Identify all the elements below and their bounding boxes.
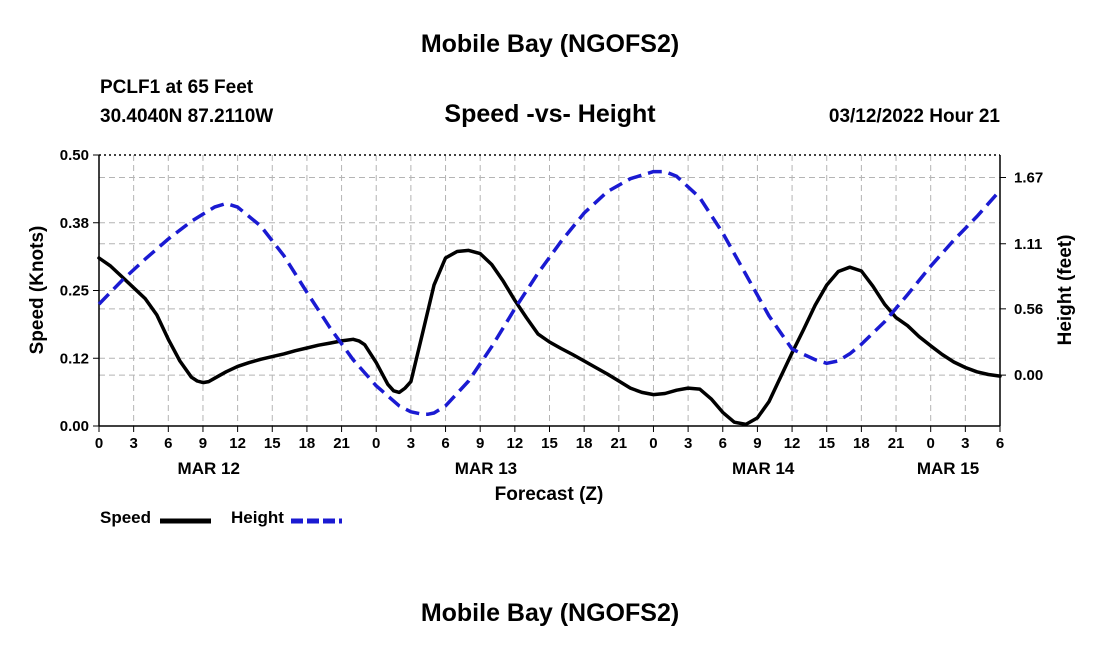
footer-title: Mobile Bay (NGOFS2)	[420, 599, 680, 627]
x-tick-label: 18	[299, 435, 316, 452]
x-tick-label: 0	[372, 435, 380, 452]
height-series-line	[97, 169, 1002, 416]
y-right-tick-label: 1.11	[1014, 236, 1042, 253]
x-day-label: MAR 14	[732, 459, 795, 478]
y-right-tick-label: 1.67	[1014, 169, 1043, 186]
y-right-tick-label: 0.00	[1014, 367, 1043, 384]
series	[97, 169, 1002, 427]
x-tick-label: 9	[753, 435, 761, 452]
x-tick-label: 6	[164, 435, 172, 452]
x-tick-label: 12	[229, 435, 246, 452]
x-day-label: MAR 12	[178, 459, 240, 478]
legend-height-label: Height	[231, 508, 284, 527]
grid	[99, 155, 1000, 426]
y-left-tick-label: 0.38	[60, 215, 89, 232]
chart-title: Mobile Bay (NGOFS2)	[420, 30, 680, 58]
x-tick-label: 12	[784, 435, 801, 452]
x-tick-label: 6	[719, 435, 727, 452]
y-right-tick-label: 0.56	[1014, 301, 1043, 318]
station-coordinates: 30.4040N 87.2110W	[100, 106, 274, 127]
x-tick-label: 12	[507, 435, 524, 452]
x-tick-label: 9	[476, 435, 484, 452]
speed-series-line	[97, 248, 1002, 427]
y-left-tick-label: 0.25	[60, 283, 89, 300]
y-axis-right-label: Height (feet)	[1055, 235, 1076, 346]
x-tick-label: 18	[576, 435, 593, 452]
x-tick-label: 21	[333, 435, 350, 452]
y-left-tick-label: 0.00	[60, 418, 89, 435]
x-tick-label: 3	[684, 435, 692, 452]
x-tick-label: 0	[927, 435, 935, 452]
x-tick-label: 6	[996, 435, 1004, 452]
x-tick-label: 21	[610, 435, 627, 452]
x-tick-label: 18	[853, 435, 870, 452]
forecast-datetime: 03/12/2022 Hour 21	[828, 106, 1000, 127]
x-tick-label: 3	[407, 435, 415, 452]
x-tick-label: 6	[441, 435, 449, 452]
station-label: PCLF1 at 65 Feet	[100, 77, 254, 98]
x-tick-label: 0	[95, 435, 103, 452]
x-tick-label: 15	[818, 435, 835, 452]
y-left-tick-label: 0.50	[60, 147, 89, 164]
x-tick-label: 15	[541, 435, 558, 452]
x-tick-label: 9	[199, 435, 207, 452]
x-tick-label: 3	[961, 435, 969, 452]
axes	[93, 154, 1006, 432]
y-left-tick-label: 0.12	[60, 350, 89, 367]
x-tick-label: 0	[649, 435, 657, 452]
tick-labels: 0 3 6 9 12 15 18 21 0 3 6 9 12 15 18 21 0 3 6 9 12 15 18 21 0 3 6M…	[60, 147, 1043, 478]
x-tick-label: 15	[264, 435, 281, 452]
x-tick-label: 3	[129, 435, 137, 452]
x-tick-label: 21	[888, 435, 905, 452]
chart-subtitle: Speed -vs- Height	[444, 100, 656, 128]
x-axis-label: Forecast (Z)	[495, 484, 604, 505]
x-day-label: MAR 13	[455, 459, 517, 478]
y-axis-left-label: Speed (Knots)	[27, 226, 48, 355]
legend-speed-label: Speed	[100, 508, 152, 527]
x-day-label: MAR 15	[917, 459, 979, 478]
